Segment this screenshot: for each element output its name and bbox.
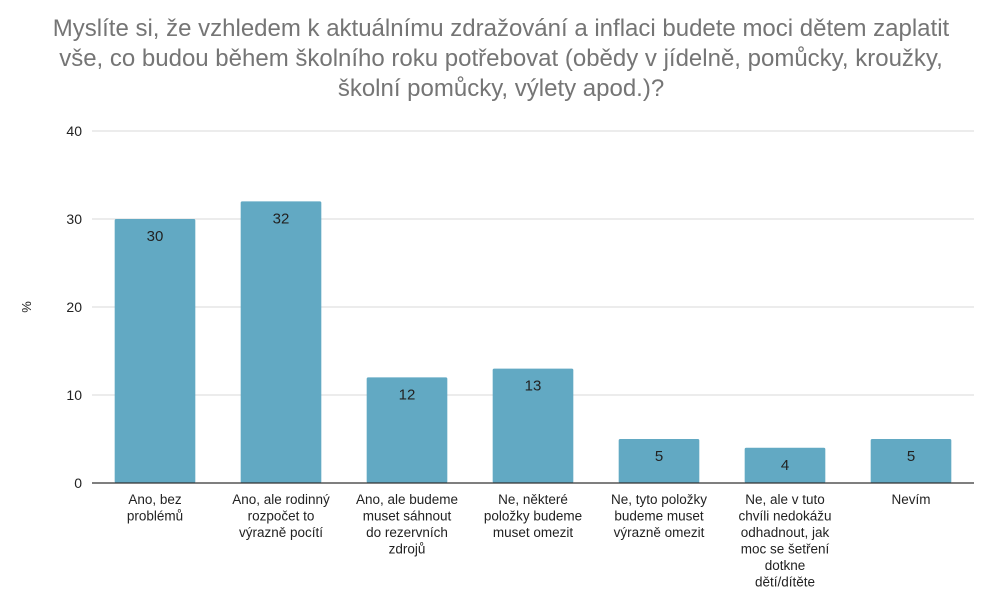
y-tick-label: 10 [66,387,82,403]
y-axis-title: % [19,301,34,313]
category-label: Ano, bez problémů [127,492,183,524]
y-tick-label: 0 [74,475,82,491]
data-label: 4 [781,457,789,474]
bar [618,439,700,483]
bar [366,377,448,483]
x-axis-categories: Ano, bez problémů Ano, ale rodinný rozpočet… [127,492,931,590]
y-tick-label: 20 [66,299,82,315]
bar [240,201,322,483]
data-label: 5 [907,448,915,465]
category-label: Nevím [891,492,930,507]
category-label: Ne, některé položky budeme muset omezit [484,492,582,540]
grid-lines [92,130,974,396]
chart-title-line-1: Myslíte si, že vzhledem k aktuálnímu zdr… [52,15,950,42]
data-label: 13 [525,378,542,395]
bars: 30 32 12 13 5 4 5 [114,201,952,483]
data-label: 32 [273,210,290,227]
bar [870,439,952,483]
data-label: 30 [147,228,164,245]
y-tick-label: 40 [66,123,82,139]
y-tick-label: 30 [66,211,82,227]
bar [492,368,574,483]
bar [744,447,826,483]
chart-title-line-3: školní pomůcky, výlety apod.)? [337,75,665,102]
chart-title-line-2: vše, co budou během školního roku potřeb… [59,45,943,72]
y-axis-ticks: 0 10 20 30 40 [66,123,82,491]
bar [114,219,196,483]
data-label: 12 [399,386,416,403]
category-label: Ano, ale rodinný rozpočet to výrazně pocít… [232,492,330,540]
category-label: Ano, ale budeme muset sáhnout do rezervníc… [356,492,458,557]
data-label: 5 [655,448,663,465]
chart-title: Myslíte si, že vzhledem k aktuálnímu zdr… [0,14,1002,104]
category-label: Ne, tyto položky budeme muset výrazně omez… [611,492,707,540]
category-label: Ne, ale v tuto chvíli nedokážu odhadnout, … [738,492,831,590]
